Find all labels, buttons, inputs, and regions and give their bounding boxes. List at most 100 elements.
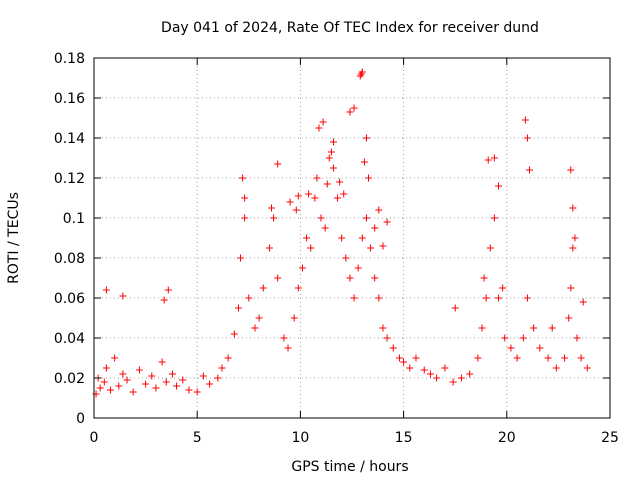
- data-point: [259, 284, 267, 292]
- data-point: [268, 204, 276, 212]
- data-point: [357, 70, 365, 78]
- data-point: [523, 134, 531, 142]
- data-point: [100, 378, 108, 386]
- data-point: [119, 370, 127, 378]
- data-point: [371, 224, 379, 232]
- y-tick-label: 0: [76, 411, 85, 427]
- data-point: [107, 386, 115, 394]
- data-point: [325, 154, 333, 162]
- data-point: [536, 344, 544, 352]
- data-point: [495, 294, 503, 302]
- x-tick-label: 25: [601, 430, 619, 446]
- data-point: [199, 372, 207, 380]
- data-point: [265, 244, 273, 252]
- x-tick-label: 15: [395, 430, 413, 446]
- data-point: [152, 384, 160, 392]
- data-point: [519, 334, 527, 342]
- data-point: [218, 364, 226, 372]
- x-tick-label: 20: [498, 430, 516, 446]
- data-point: [334, 194, 342, 202]
- data-point: [346, 108, 354, 116]
- data-point: [569, 244, 577, 252]
- data-point: [400, 358, 408, 366]
- data-point: [577, 354, 585, 362]
- data-point: [234, 304, 242, 312]
- data-point: [383, 218, 391, 226]
- data-point: [358, 234, 366, 242]
- data-point: [102, 286, 110, 294]
- data-points: [92, 68, 591, 398]
- data-point: [255, 314, 263, 322]
- data-point: [480, 274, 488, 282]
- y-tick-label: 0.04: [54, 331, 85, 347]
- data-point: [214, 374, 222, 382]
- plot-frame: [93, 57, 611, 419]
- data-point: [317, 214, 325, 222]
- y-tick-label: 0.14: [54, 131, 85, 147]
- data-point: [389, 344, 397, 352]
- data-point: [241, 214, 249, 222]
- data-point: [521, 116, 529, 124]
- data-point: [327, 148, 335, 156]
- data-point: [449, 378, 457, 386]
- data-point: [499, 284, 507, 292]
- data-point: [292, 206, 300, 214]
- data-point: [329, 138, 337, 146]
- data-point: [307, 244, 315, 252]
- data-point: [336, 178, 344, 186]
- grid-lines: [94, 58, 610, 418]
- data-point: [441, 364, 449, 372]
- data-point: [412, 354, 420, 362]
- data-point: [315, 124, 323, 132]
- data-point: [354, 264, 362, 272]
- y-tick-label: 0.06: [54, 291, 85, 307]
- data-point: [513, 354, 521, 362]
- data-point: [115, 382, 123, 390]
- data-point: [193, 388, 201, 396]
- data-point: [395, 354, 403, 362]
- data-point: [490, 214, 498, 222]
- data-point: [179, 376, 187, 384]
- data-point: [501, 334, 509, 342]
- data-point: [142, 380, 150, 388]
- data-point: [274, 160, 282, 168]
- data-point: [573, 334, 581, 342]
- data-point: [270, 214, 278, 222]
- data-point: [569, 204, 577, 212]
- data-point: [548, 324, 556, 332]
- y-axis-label: ROTI / TECUs: [6, 192, 22, 284]
- data-point: [319, 118, 327, 126]
- data-point: [507, 344, 515, 352]
- y-tick-label: 0.18: [54, 51, 85, 67]
- data-point: [383, 334, 391, 342]
- data-point: [482, 294, 490, 302]
- data-point: [406, 364, 414, 372]
- data-point: [173, 382, 181, 390]
- data-point: [313, 174, 321, 182]
- data-point: [420, 366, 428, 374]
- data-point: [579, 298, 587, 306]
- data-point: [329, 164, 337, 172]
- data-point: [148, 372, 156, 380]
- data-point: [135, 366, 143, 374]
- data-point: [362, 134, 370, 142]
- data-point: [451, 304, 459, 312]
- data-point: [544, 354, 552, 362]
- data-point: [371, 274, 379, 282]
- x-tick-label: 0: [90, 430, 99, 446]
- data-point: [237, 254, 245, 262]
- data-point: [360, 158, 368, 166]
- data-point: [274, 274, 282, 282]
- data-point: [206, 380, 214, 388]
- data-point: [185, 386, 193, 394]
- data-point: [350, 104, 358, 112]
- y-tick-label: 0.12: [54, 171, 85, 187]
- data-point: [379, 242, 387, 250]
- data-point: [290, 314, 298, 322]
- data-point: [123, 376, 131, 384]
- data-point: [102, 364, 110, 372]
- data-point: [294, 284, 302, 292]
- data-point: [323, 180, 331, 188]
- data-point: [365, 174, 373, 182]
- data-point: [280, 334, 288, 342]
